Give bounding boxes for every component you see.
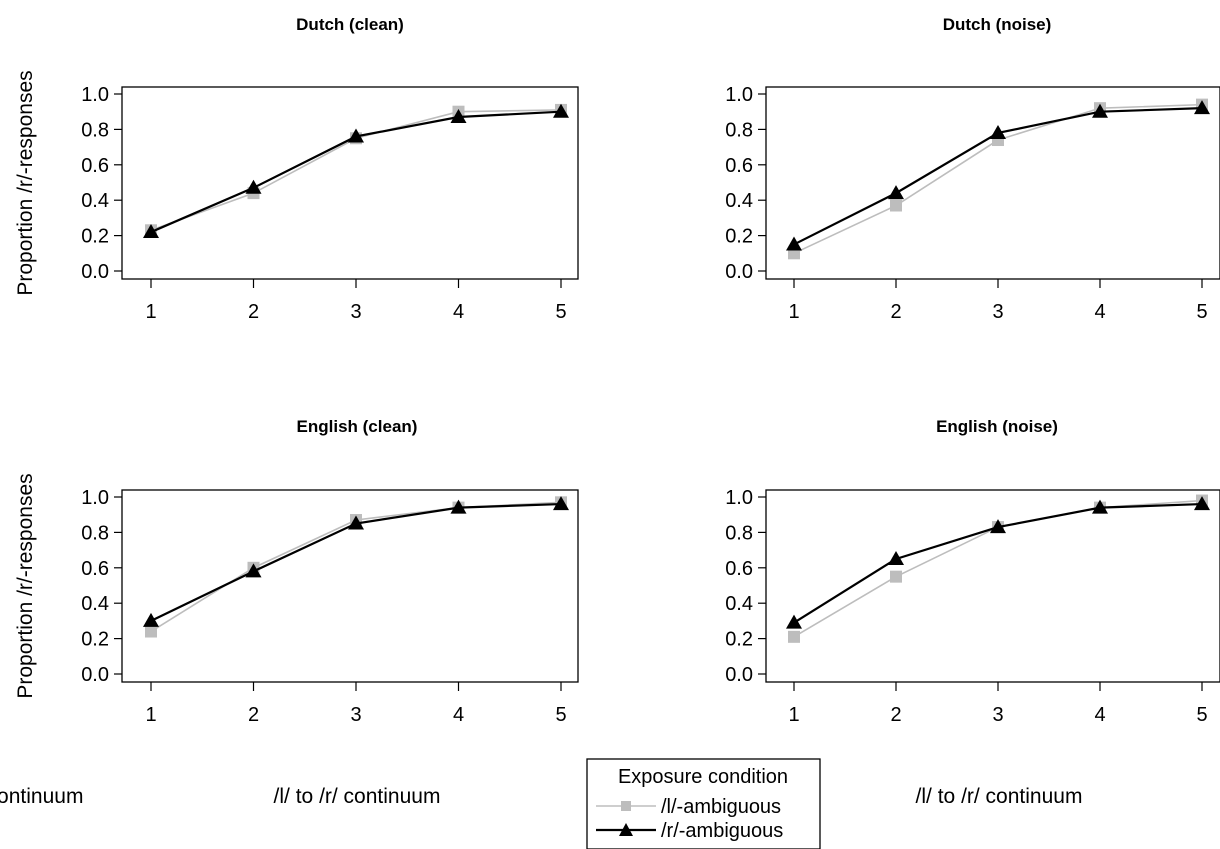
panel-title: Dutch (clean) (296, 15, 404, 34)
data-point-triangle (888, 550, 904, 565)
y-tick-label: 0.0 (81, 261, 109, 283)
y-tick-label: 0.8 (725, 119, 753, 141)
y-tick-label: 1.0 (725, 84, 753, 106)
plot-frame (765, 86, 1220, 280)
legend-marker-triangle (619, 823, 633, 836)
x-tick-label: 4 (453, 301, 464, 323)
data-point-triangle (348, 128, 364, 143)
data-point-triangle (553, 103, 569, 118)
panel-dutch-noise: Dutch (noise) 0.0 0.2 0.4 0.6 0.8 1.0 1 2 3 4 5/l/ … (0, 15, 1220, 808)
data-point-square (890, 199, 902, 212)
x-tick-label: 3 (992, 301, 1003, 323)
data-point-triangle (888, 185, 904, 200)
data-point-triangle (1092, 103, 1108, 118)
x-axis-label: /l/ to /r/ continuum (274, 785, 441, 808)
x-tick-label: 3 (992, 704, 1003, 726)
y-tick-label: 0.8 (81, 119, 109, 141)
panel-title: English (noise) (936, 417, 1058, 436)
y-tick-label: 0.4 (81, 190, 109, 212)
y-tick-label: 0.4 (81, 593, 109, 615)
y-tick-label: 1.0 (725, 487, 753, 509)
x-tick-label: 4 (1094, 301, 1105, 323)
y-tick-label: 1.0 (81, 84, 109, 106)
y-tick-label: 0.6 (725, 558, 753, 580)
x-tick-label: 5 (1196, 704, 1207, 726)
data-point-square (145, 625, 157, 638)
data-point-triangle (786, 614, 802, 629)
data-point-triangle (245, 179, 262, 194)
data-point-square (788, 630, 800, 643)
x-tick-label: 1 (145, 301, 156, 323)
y-tick-label: 0.2 (81, 226, 109, 248)
y-tick-label: 0.2 (725, 226, 753, 248)
plot-frame (121, 86, 579, 280)
x-tick-label: 2 (248, 301, 259, 323)
x-tick-label: 2 (890, 301, 901, 323)
data-point-triangle (553, 496, 569, 511)
legend-label-l-ambiguous: /l/-ambiguous (661, 796, 781, 818)
panel-dutch-clean: Dutch (clean) 0.0 0.2 0.4 0.6 0.8 1.0 1 2 3 4 5 Prop… (14, 15, 579, 808)
data-point-triangle (450, 109, 467, 124)
y-tick-label: 0.4 (725, 593, 753, 615)
y-axis-label: Proportion /r/-responses (14, 70, 37, 295)
data-point-triangle (1194, 496, 1210, 511)
x-tick-label: 5 (555, 704, 566, 726)
x-tick-label: 3 (350, 704, 361, 726)
legend-marker-square (621, 801, 631, 811)
y-tick-label: 0.0 (81, 664, 109, 686)
data-point-triangle (143, 224, 159, 239)
panel-title: Dutch (noise) (943, 15, 1052, 34)
data-point-triangle (990, 124, 1006, 139)
x-tick-label: 2 (890, 704, 901, 726)
legend-label-r-ambiguous: /r/-ambiguous (661, 820, 783, 842)
x-axis-label: /l/ to /r/ continuum (916, 785, 1083, 808)
data-point-square (788, 247, 800, 260)
plot-frame (121, 489, 579, 683)
legend-title: Exposure condition (618, 766, 788, 788)
x-tick-label: 1 (788, 704, 799, 726)
y-tick-label: 0.2 (81, 629, 109, 651)
y-tick-label: 0.0 (725, 664, 753, 686)
data-point-triangle (990, 519, 1006, 534)
y-tick-label: 0.0 (725, 261, 753, 283)
panel-english-noise: English (noise) 0.0 0.2 0.4 0.6 0.8 1.0 1 2 3 4 5/l… (725, 417, 1220, 808)
y-tick-label: 0.8 (725, 522, 753, 544)
y-tick-label: 0.6 (81, 558, 109, 580)
x-tick-label: 2 (248, 704, 259, 726)
x-tick-label: 1 (145, 704, 156, 726)
y-tick-label: 0.4 (725, 190, 753, 212)
x-axis-label: /l/ to /r/ continuum (0, 785, 83, 808)
x-tick-label: 3 (350, 301, 361, 323)
x-tick-label: 5 (555, 301, 566, 323)
y-tick-label: 0.6 (81, 155, 109, 177)
data-point-triangle (1092, 499, 1108, 514)
x-tick-label: 4 (453, 704, 464, 726)
x-tick-label: 1 (788, 301, 799, 323)
panel-title: English (clean) (297, 417, 418, 436)
y-tick-label: 0.8 (81, 522, 109, 544)
panel-english-clean: English (clean) 0.0 0.2 0.4 0.6 0.8 1.0 1 2 3 4 5 Pr… (14, 417, 579, 726)
legend: Exposure condition /l/-ambiguous /r/-amb… (586, 758, 821, 849)
y-tick-label: 1.0 (81, 487, 109, 509)
x-tick-label: 5 (1196, 301, 1207, 323)
data-point-triangle (1194, 100, 1210, 115)
plot-frame (765, 489, 1220, 683)
data-point-triangle (143, 612, 159, 627)
panels: Dutch (clean) 0.0 0.2 0.4 0.6 0.8 1.0 1 2 3 4 5 Prop… (0, 15, 1220, 808)
y-tick-label: 0.6 (725, 155, 753, 177)
x-tick-label: 4 (1094, 704, 1105, 726)
series-line-l-ambiguous (150, 109, 562, 232)
data-point-triangle (245, 563, 262, 578)
data-point-square (890, 570, 902, 583)
data-point-triangle (348, 515, 364, 530)
data-point-triangle (786, 236, 802, 251)
data-point-triangle (450, 499, 467, 514)
y-axis-label: Proportion /r/-responses (14, 473, 37, 698)
y-tick-label: 0.2 (725, 629, 753, 651)
